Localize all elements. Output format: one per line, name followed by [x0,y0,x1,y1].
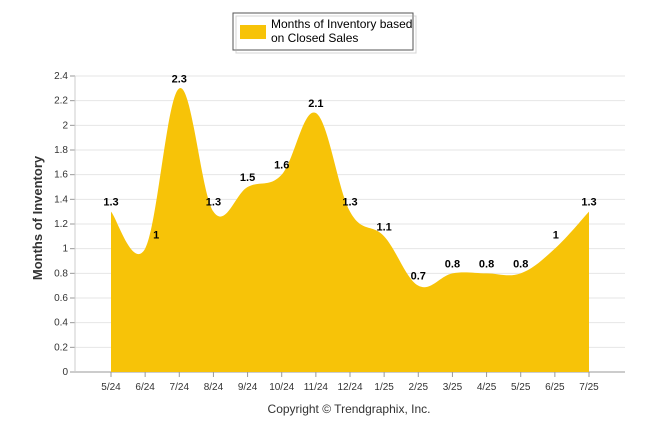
y-tick-label: 2 [62,120,68,131]
y-tick-label: 1.4 [54,194,68,205]
y-tick-label: 2.2 [54,96,68,107]
x-tick-label: 1/25 [374,382,394,393]
legend-swatch [240,25,266,39]
x-tick-label: 12/24 [337,382,362,393]
y-tick-label: 0.6 [54,293,68,304]
y-tick-label: 1.2 [54,219,68,230]
data-label: 1.1 [376,221,391,233]
copyright-text: Copyright © Trendgraphix, Inc. [268,402,431,416]
data-label: 1 [553,230,559,242]
y-tick-label: 0.4 [54,318,68,329]
x-tick-label: 4/25 [477,382,497,393]
x-tick-label: 3/25 [443,382,463,393]
legend-label-line2: on Closed Sales [271,31,358,45]
x-tick-label: 6/24 [135,382,155,393]
series-area [111,88,589,373]
y-tick-label: 0.8 [54,268,68,279]
x-tick-label: 5/25 [511,382,531,393]
y-axis-title: Months of Inventory [30,155,45,280]
data-labels: 1.3 1 2.3 1.3 1.5 1.6 2.1 1.3 1.1 0.7 0.8 0.8 0.8 1 1.… [103,73,596,282]
x-tick-label: 10/24 [269,382,294,393]
data-label: 2.1 [308,98,323,110]
x-tick-label: 7/25 [579,382,599,393]
x-tick-label: 2/25 [409,382,429,393]
data-label: 0.7 [411,271,426,283]
y-axis-ticks: 0 0.2 0.4 0.6 0.8 1 1.2 1.4 1.6 1.8 2 2.2 2.4 [54,71,68,378]
data-label: 1.3 [581,197,596,209]
data-label: 1.5 [240,172,255,184]
data-label: 1.3 [103,197,118,209]
x-tick-label: 8/24 [204,382,224,393]
data-label: 0.8 [479,258,494,270]
y-tick-label: 0.2 [54,342,68,353]
x-tick-label: 6/25 [545,382,565,393]
x-tick-label: 11/24 [304,382,329,393]
data-label: 1.3 [342,197,357,209]
x-tick-label: 9/24 [238,382,258,393]
y-tick-label: 1.8 [54,145,68,156]
legend: Months of Inventory based on Closed Sale… [232,12,417,54]
y-tick-label: 1.6 [54,170,68,181]
x-axis-ticks: 5/24 6/24 7/24 8/24 9/24 10/24 11/24 12/24 1/25 2… [101,372,599,393]
y-tick-label: 1 [62,244,68,255]
legend-label-line1: Months of Inventory based [271,17,412,31]
x-tick-label: 7/24 [170,382,190,393]
x-tick-label: 5/24 [101,382,121,393]
data-label: 0.8 [445,258,460,270]
y-tick-label: 0 [62,367,68,378]
data-label: 1 [153,230,159,242]
data-label: 2.3 [172,73,187,85]
data-label: 1.6 [274,160,289,172]
data-label: 0.8 [513,258,528,270]
y-tick-label: 2.4 [54,71,68,82]
data-label: 1.3 [206,197,221,209]
